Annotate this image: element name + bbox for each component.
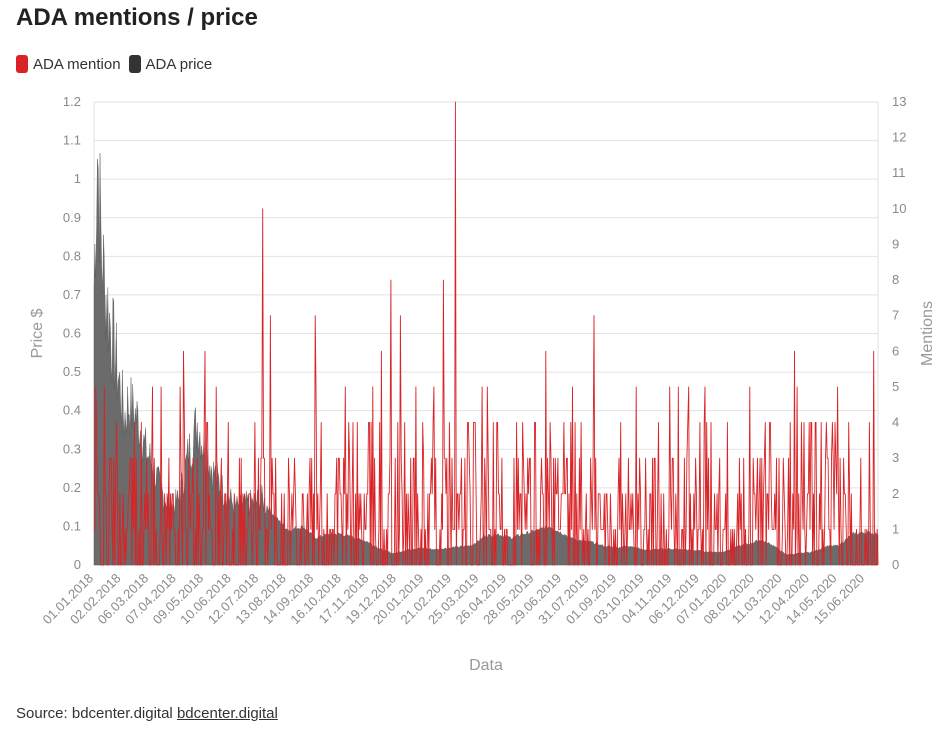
legend-label-price: ADA price (145, 55, 213, 73)
y-right-tick-label: 8 (892, 272, 899, 287)
source-prefix: Source: bdcenter.digital (16, 705, 173, 722)
y-left-tick-label: 1.1 (63, 133, 81, 148)
legend-item-price[interactable]: ADA price (128, 55, 213, 73)
y-left-tick-label: 1.2 (63, 94, 81, 109)
y-right-tick-label: 4 (892, 415, 899, 430)
legend-swatch-price (128, 55, 141, 73)
y-left-tick-label: 0 (74, 557, 81, 572)
x-axis-title: Data (469, 657, 503, 674)
y-right-tick-label: 9 (892, 236, 899, 251)
chart-title: ADA mentions / price (16, 4, 258, 31)
y-right-tick-label: 12 (892, 130, 906, 145)
y-right-tick-label: 1 (892, 521, 899, 536)
y-left-tick-label: 0.6 (63, 326, 81, 341)
y-left-tick-label: 0.2 (63, 480, 81, 495)
mention-line (94, 101, 879, 566)
y-right-tick-label: 6 (892, 343, 899, 358)
legend-item-mention[interactable]: ADA mention (16, 55, 121, 73)
legend-swatch-mention (16, 55, 28, 73)
y-right-tick-label: 11 (892, 165, 906, 180)
y-right-tick-label: 3 (892, 450, 899, 465)
source-line: Source: bdcenter.digital bdcenter.digita… (16, 705, 278, 722)
y-right-tick-label: 13 (892, 94, 906, 109)
legend: ADA mention ADA price (16, 55, 220, 73)
y-left-tick-label: 0.1 (63, 518, 81, 533)
y-right-tick-label: 7 (892, 308, 899, 323)
y-right-tick-label: 2 (892, 486, 899, 501)
y-left-axis-title: Price $ (29, 309, 46, 359)
y-right-tick-label: 0 (892, 557, 899, 572)
y-right-tick-label: 10 (892, 201, 906, 216)
y-left-tick-label: 1 (74, 171, 81, 186)
y-left-tick-label: 0.8 (63, 248, 81, 263)
y-left-tick-label: 0.3 (63, 441, 81, 456)
y-left-tick-label: 0.5 (63, 364, 81, 379)
y-left-tick-label: 0.9 (63, 210, 81, 225)
y-left-tick-label: 0.4 (63, 403, 81, 418)
y-left-tick-label: 0.7 (63, 287, 81, 302)
source-link[interactable]: bdcenter.digital (176, 705, 278, 722)
y-right-tick-label: 5 (892, 379, 899, 394)
y-right-axis-title: Mentions (919, 301, 936, 366)
chart-canvas: 00.10.20.30.40.50.60.70.80.911.11.201234… (29, 94, 936, 674)
legend-label-mention: ADA mention (33, 55, 121, 73)
